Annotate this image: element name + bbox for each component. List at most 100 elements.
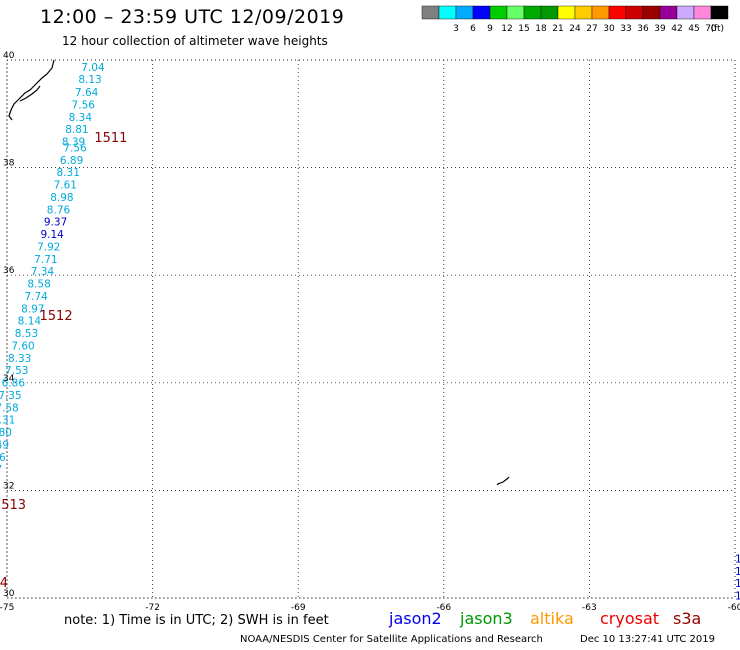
legend-label: 39	[654, 24, 666, 34]
wave-height-value: 8.76	[47, 204, 71, 216]
wave-height-value: 8.98	[50, 192, 73, 204]
pass-id-label: 1513	[0, 498, 26, 513]
latitude-label: 40	[3, 51, 15, 61]
wave-height-value: 8.39	[62, 137, 85, 149]
legend-label: 3	[453, 24, 459, 34]
legend-swatch	[557, 5, 576, 20]
wave-height-value: 8.31	[57, 167, 80, 179]
legend-swatch	[438, 5, 457, 20]
latitude-label: 30	[3, 589, 15, 599]
wave-height-value: 8.31	[0, 415, 15, 427]
bermuda-island	[496, 476, 510, 486]
units-note: note: 1) Time is in UTC; 2) SWH is in fe…	[64, 613, 329, 628]
legend-label: 42	[671, 24, 682, 34]
wave-height-value: 8.80	[0, 427, 12, 439]
wave-height-value: 7.49	[0, 439, 9, 451]
pass-id-label: 1512	[40, 309, 73, 324]
longitude-label: -60	[728, 603, 740, 613]
footer-credit: NOAA/NESDIS Center for Satellite Applica…	[240, 634, 543, 645]
page-subtitle: 12 hour collection of altimeter wave hei…	[62, 34, 328, 48]
wave-height-value: 10	[735, 553, 740, 565]
legend-swatch	[693, 5, 712, 20]
wave-height-value: 8.14	[18, 316, 42, 328]
latitude-label: 32	[3, 481, 14, 491]
wave-height-value: 7.35	[0, 390, 22, 402]
wave-height-value: 7.71	[34, 254, 57, 266]
wave-height-value: 10	[735, 566, 740, 578]
wave-height-value: 7.64	[75, 87, 99, 99]
lat-lon-grid	[6, 59, 736, 599]
wave-height-value: 8.13	[78, 74, 101, 86]
wave-height-value: 7.61	[54, 180, 77, 192]
wave-height-value: 7.74	[24, 291, 48, 303]
wave-height-value: 7.56	[63, 142, 87, 154]
legend-swatch	[591, 5, 610, 20]
wave-height-value: 7.60	[11, 340, 34, 352]
latitude-label: 34	[3, 374, 15, 384]
axis-tick-labels: 40 38 36 34 32 30 -75 -72 -69 -66 -63 -60	[0, 51, 740, 613]
longitude-label: -69	[291, 603, 306, 613]
wave-height-value: 8.07	[0, 464, 2, 476]
pass-id-label: 1511	[94, 131, 127, 146]
longitude-label: -63	[582, 603, 597, 613]
legend-label: 33	[620, 24, 631, 34]
latitude-label: 38	[3, 159, 15, 169]
latitude-label: 36	[3, 266, 15, 276]
new-jersey-coast	[8, 59, 55, 121]
observations-layer: 7.048.137.647.568.348.818.397.566.898.31…	[0, 62, 740, 603]
longitude-label: -75	[0, 603, 14, 613]
wave-height-value: 7.56	[72, 99, 96, 111]
legend-swatch	[574, 5, 593, 20]
wave-height-value: 8.58	[27, 279, 50, 291]
legend-label: 30	[603, 24, 615, 34]
satellite-cryosat-label: cryosat	[600, 609, 660, 628]
page-title: 12:00 – 23:59 UTC 12/09/2019	[40, 6, 345, 28]
legend-label: 70	[705, 24, 717, 34]
longitude-label: -72	[145, 603, 160, 613]
legend-swatch	[506, 5, 525, 20]
legend-label: 18	[535, 24, 547, 34]
wave-height-value: 8.76	[0, 452, 6, 464]
wave-height-value: 9.14	[40, 229, 64, 241]
color-scale-legend: 3 6 9 12 15 18 21 24 27 30 33 36 39 42 45 70(ft)	[421, 5, 729, 34]
legend-swatch	[523, 5, 542, 20]
legend-swatch	[421, 5, 440, 20]
footer-timestamp: Dec 10 13:27:41 UTC 2019	[580, 634, 715, 645]
legend-label: 9	[487, 24, 493, 34]
legend-swatch	[676, 5, 695, 20]
legend-label: 24	[569, 24, 581, 34]
legend-swatch	[608, 5, 627, 20]
wave-height-value: 10	[735, 578, 740, 590]
wave-height-value: 9.37	[44, 217, 67, 229]
legend-label: 36	[637, 24, 649, 34]
wave-height-value: 6.86	[2, 378, 26, 390]
wave-height-value: 10.	[735, 591, 740, 603]
wave-height-value: 6.89	[60, 155, 83, 167]
legend-label: 15	[518, 24, 529, 34]
legend-label: 6	[470, 24, 476, 34]
legend-swatch	[710, 5, 729, 20]
wave-height-value: 7.53	[5, 365, 28, 377]
legend-swatch	[540, 5, 559, 20]
satellite-altika-label: altika	[530, 609, 574, 628]
wave-height-value: 8.97	[21, 303, 44, 315]
coastline	[8, 59, 510, 486]
satellite-jason3-label: jason3	[460, 609, 513, 628]
legend-label: 27	[586, 24, 597, 34]
legend-swatch	[625, 5, 644, 20]
wave-height-value: 8.34	[69, 112, 93, 124]
legend-swatch	[472, 5, 491, 20]
legend-label: 45	[688, 24, 699, 34]
legend-label: 12	[501, 24, 512, 34]
wave-height-value: 7.58	[0, 402, 19, 414]
satellite-s3a-label: s3a	[673, 609, 702, 628]
pass-ids-layer: 1511 1512 1513 1514	[0, 131, 127, 591]
legend-swatch	[642, 5, 661, 20]
pass-id-label: 1514	[0, 576, 8, 591]
wave-height-value: 7.04	[81, 62, 105, 74]
wave-height-value: 8.53	[15, 328, 38, 340]
legend-label: 21	[552, 24, 563, 34]
wave-height-value: 7.34	[31, 266, 55, 278]
legend-swatch	[455, 5, 474, 20]
